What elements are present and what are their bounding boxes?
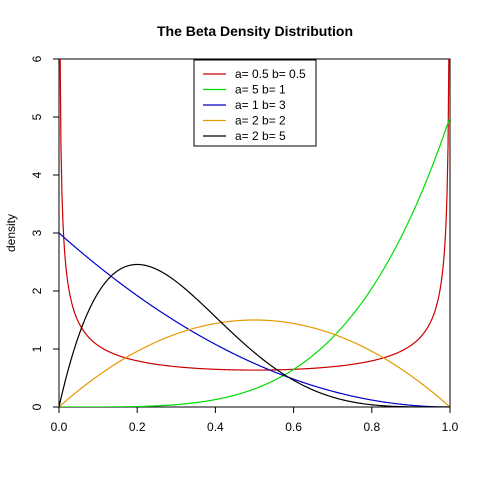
legend-label: a= 0.5 b= 0.5 [235,67,306,81]
y-tick-label: 2 [30,287,44,294]
legend-label: a= 5 b= 1 [235,83,286,97]
y-tick-label: 6 [30,55,44,62]
x-tick-label: 0.2 [129,420,146,434]
series-line-2 [59,232,450,407]
y-axis: 0 1 2 3 4 5 6 [30,55,59,410]
x-tick-label: 0.0 [51,420,68,434]
legend: a= 0.5 b= 0.5 a= 5 b= 1a= 1 b= 3 a= 2 b= 2… [193,59,317,147]
y-tick-label: 3 [30,229,44,236]
x-axis: 0.0 0.2 0.4 0.6 0.8 1.0 [51,407,459,434]
y-tick-label: 1 [30,345,44,352]
y-tick-label: 5 [30,113,44,120]
legend-label: a= 2 b= 5 [235,129,286,143]
series-line-0 [59,59,450,371]
chart-title: The Beta Density Distribution [157,23,353,39]
series-line-4 [59,263,450,407]
series-lines [59,59,450,407]
y-axis-label: density [4,214,18,252]
y-tick-label: 0 [30,403,44,410]
legend-label: a= 1 b= 3 [235,98,286,112]
x-tick-label: 0.8 [363,420,380,434]
series-line-1 [59,116,450,407]
y-tick-label: 4 [30,171,44,178]
legend-label: a= 2 b= 2 [235,114,286,128]
x-tick-label: 0.6 [285,420,302,434]
x-tick-label: 1.0 [442,420,459,434]
x-tick-label: 0.4 [207,420,224,434]
series-line-3 [59,319,450,407]
